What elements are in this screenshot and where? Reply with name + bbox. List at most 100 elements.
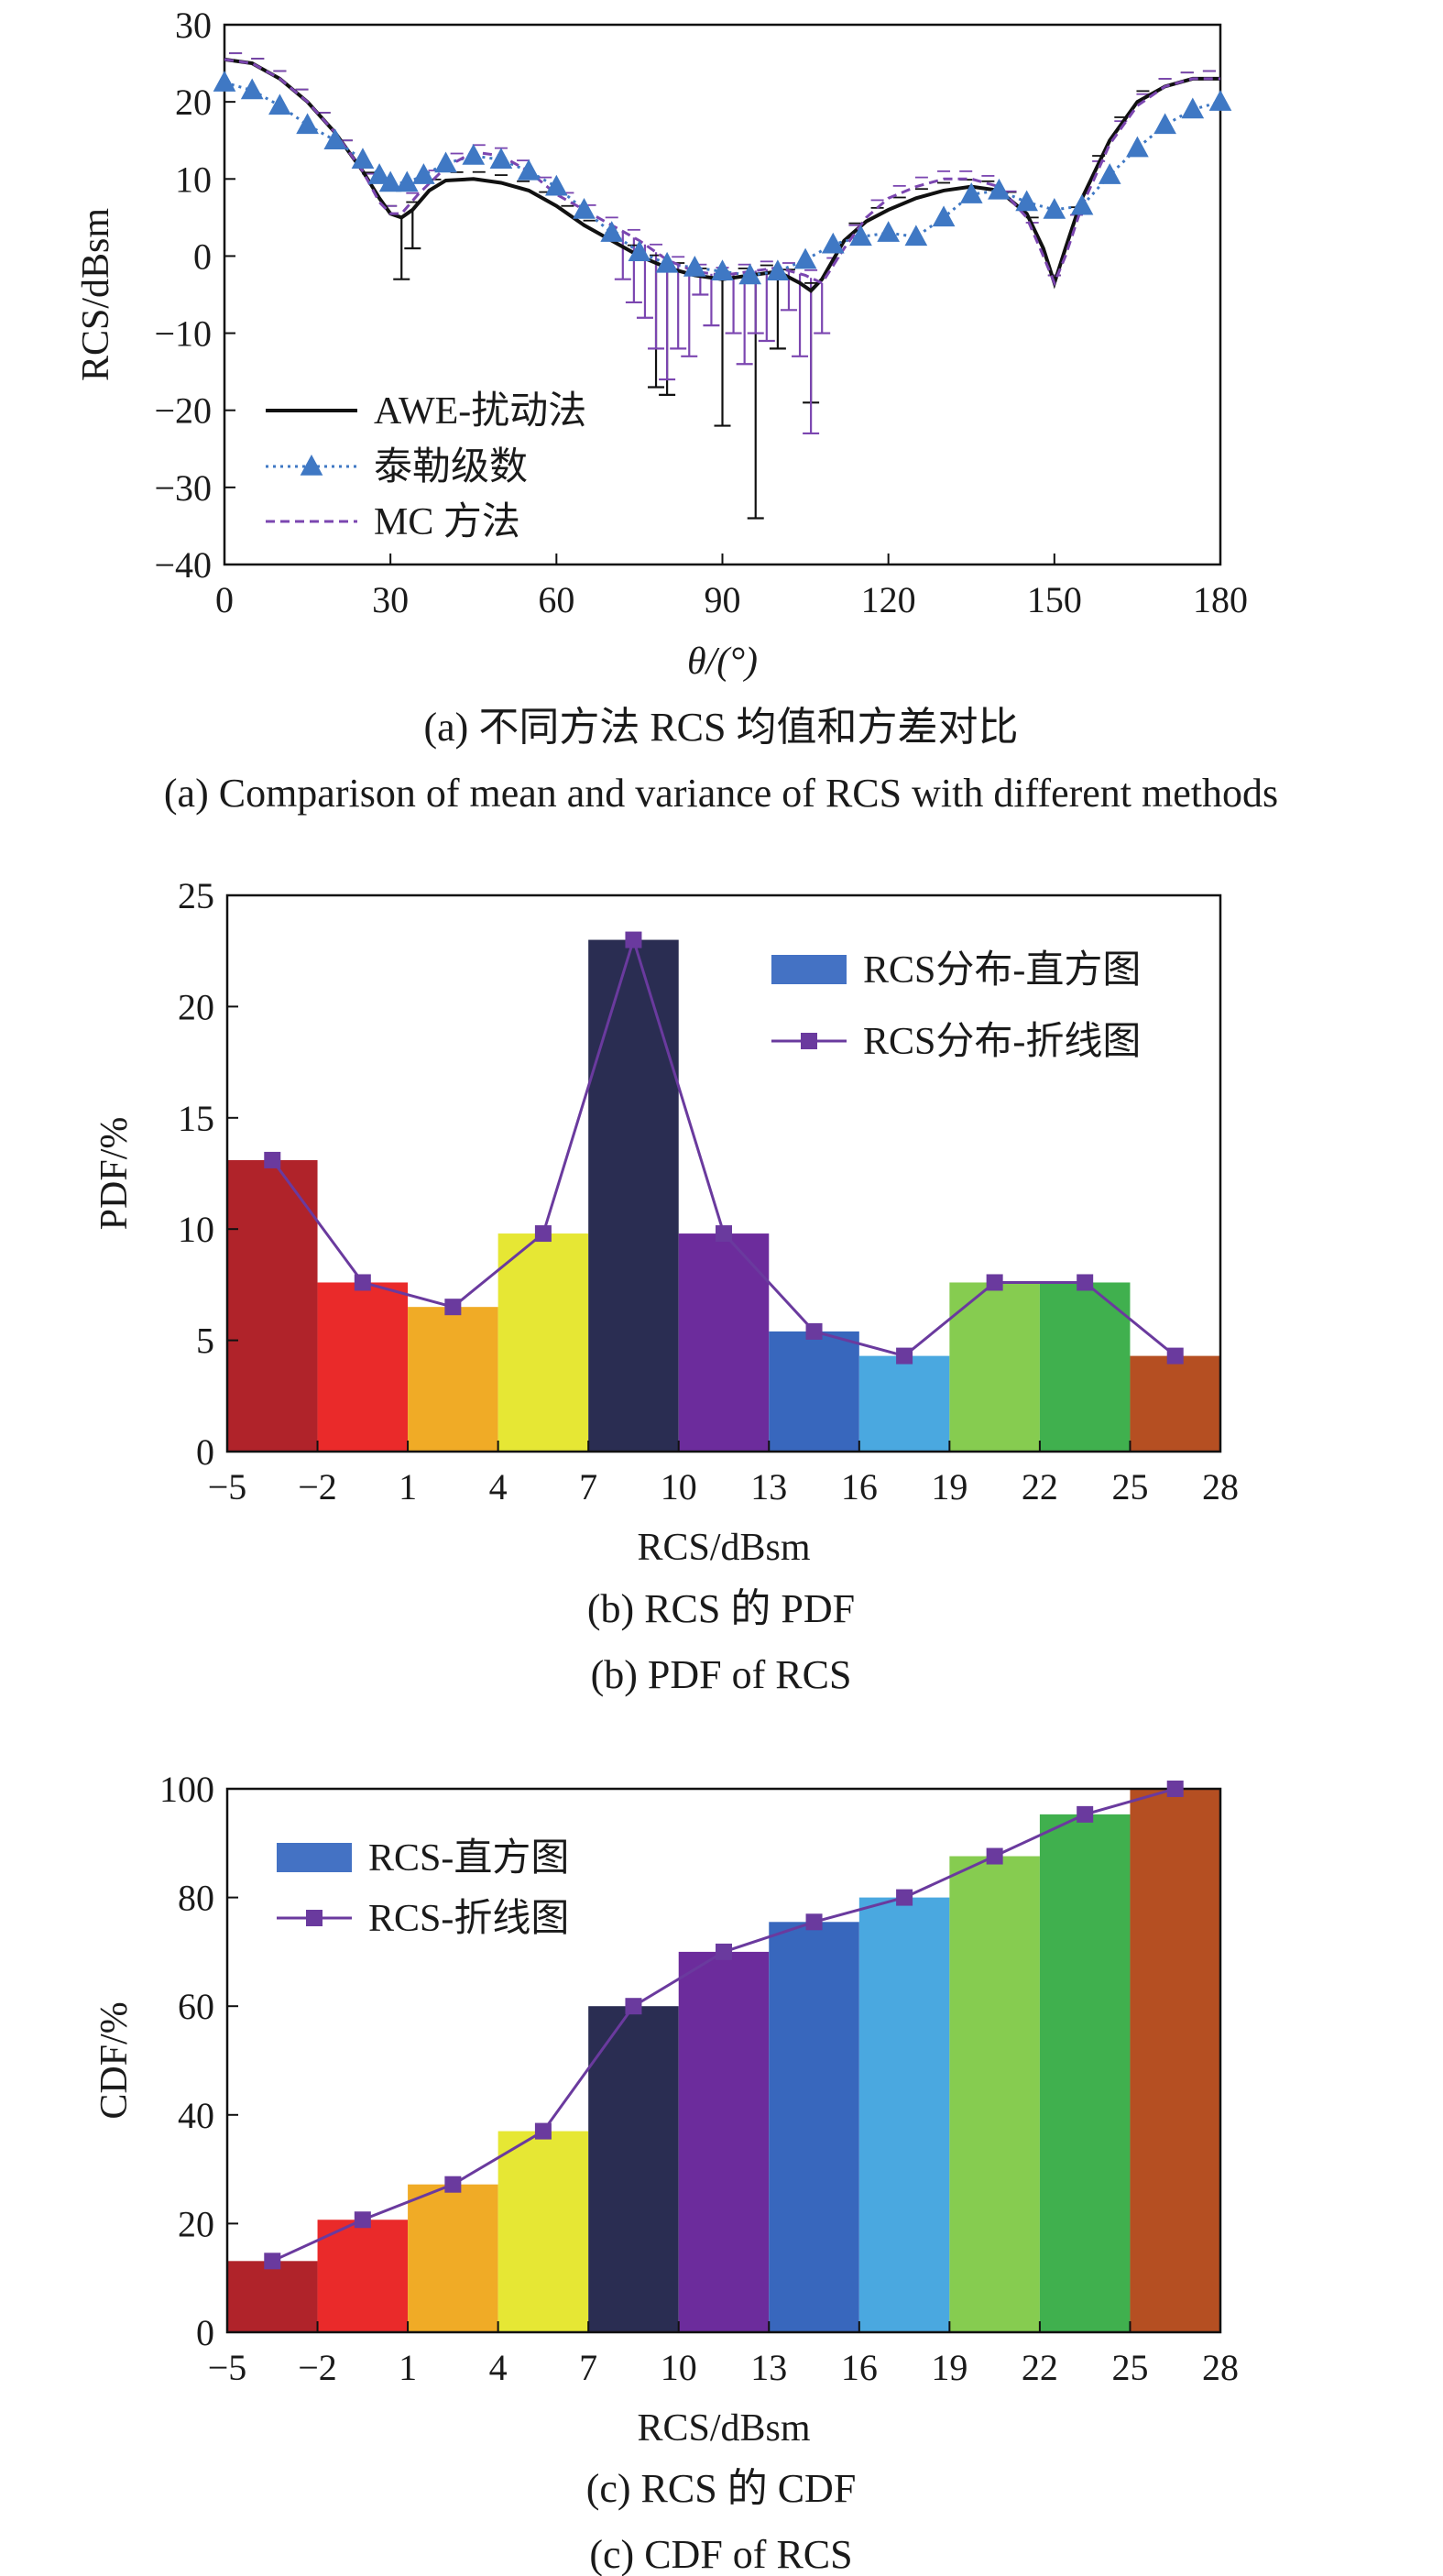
legend-label: 泰勒级数 — [374, 446, 528, 488]
taylor-marker — [904, 225, 928, 247]
line-point-marker — [625, 1998, 642, 2015]
histogram-bar — [949, 1856, 1040, 2332]
line-point-marker — [986, 1847, 1003, 1865]
legend-label-bar: RCS分布-直方图 — [863, 949, 1141, 992]
x-tick-label: 10 — [661, 1466, 697, 1507]
histogram-bar — [317, 1282, 409, 1452]
taylor-marker — [378, 170, 402, 192]
taylor-marker — [766, 259, 790, 281]
taylor-marker — [240, 78, 264, 100]
y-tick-label: 80 — [178, 1878, 214, 1919]
y-tick-label: 10 — [175, 159, 212, 200]
line-point-marker — [264, 1151, 281, 1168]
y-tick-label: 60 — [178, 1986, 214, 2027]
y-tick-label: −30 — [154, 467, 212, 509]
x-tick-label: −5 — [208, 1466, 247, 1507]
x-tick-label: 25 — [1111, 2347, 1148, 2388]
histogram-bar — [769, 1331, 859, 1452]
line-point-marker — [1166, 1781, 1184, 1797]
taylor-marker — [655, 251, 679, 273]
line-point-marker — [896, 1889, 913, 1906]
chart-c-rcs-cdf: −5 −2 1 4 7 10 13 16 19 22 25 28 100 80 60 40 20 0 RCS-直方图… — [93, 1769, 1239, 2576]
chart-b-rcs-pdf: −5 −2 1 4 7 10 13 16 19 22 25 28 25 20 15 10 5 0 RCS分布-直方图… — [93, 875, 1239, 1697]
histogram-bar — [497, 1233, 589, 1452]
x-tick-label: 10 — [661, 2347, 697, 2388]
legend-swatch-bar — [771, 955, 847, 984]
histogram-bar — [227, 1159, 318, 1452]
x-tick-label: 13 — [750, 1466, 787, 1507]
line-point-marker — [986, 1274, 1003, 1291]
legend-label: AWE-扰动法 — [374, 390, 586, 433]
histogram-bar — [769, 1922, 859, 2332]
x-tick-label: 28 — [1202, 1466, 1239, 1507]
x-tick-label: 19 — [931, 2347, 967, 2388]
taylor-marker — [462, 144, 486, 165]
legend-label-line: RCS分布-折线图 — [863, 1021, 1141, 1063]
line-point-marker — [444, 1299, 462, 1316]
y-tick-label: −40 — [154, 544, 212, 586]
taylor-marker — [821, 232, 845, 254]
line-point-marker — [716, 1225, 732, 1243]
x-tick-label: 0 — [215, 579, 234, 620]
line-point-marker — [716, 1943, 732, 1960]
x-tick-label: 1 — [399, 2347, 417, 2388]
y-tick-label: 25 — [178, 875, 214, 916]
taylor-marker — [1043, 197, 1066, 219]
x-tick-label: 22 — [1022, 1466, 1058, 1507]
caption-zh: (a) 不同方法 RCS 均值和方差对比 — [424, 705, 1019, 750]
chart-a-rcs-mean-variance: 0 30 60 90 120 150 180 30 20 10 0 −10 −20 −30 −40 AWE-扰… — [75, 5, 1278, 816]
histogram-bar — [227, 2261, 318, 2332]
histogram-bar — [588, 2006, 679, 2332]
y-tick-label: 0 — [196, 2312, 214, 2353]
x-tick-label: 16 — [841, 2347, 878, 2388]
y-axis-label: PDF/% — [93, 1117, 136, 1231]
x-tick-label: 22 — [1022, 2347, 1058, 2388]
x-tick-label: 13 — [750, 2347, 787, 2388]
line-point-marker — [534, 2122, 552, 2140]
taylor-marker — [1126, 136, 1149, 158]
line-point-marker — [264, 2253, 281, 2270]
histogram-bar — [408, 2184, 498, 2332]
taylor-marker — [600, 221, 624, 242]
taylor-marker — [296, 113, 319, 135]
line-point-marker — [1166, 1347, 1184, 1365]
taylor-marker — [489, 148, 513, 169]
histogram-bar — [949, 1282, 1040, 1452]
x-tick-label: 4 — [489, 2347, 508, 2388]
x-tick-label: 60 — [538, 579, 574, 620]
x-tick-label: 1 — [399, 1466, 417, 1507]
x-tick-label: 28 — [1202, 2347, 1239, 2388]
taylor-marker — [959, 182, 983, 203]
x-tick-label: −5 — [208, 2347, 247, 2388]
caption-en: (b) PDF of RCS — [591, 1652, 852, 1697]
histogram-bar — [588, 939, 679, 1452]
taylor-marker — [738, 263, 762, 285]
taylor-marker — [395, 170, 419, 192]
line-point-marker — [805, 1322, 823, 1340]
series-line-mc — [224, 58, 1220, 287]
line-point-marker — [1077, 1805, 1094, 1823]
taylor-marker — [711, 259, 734, 281]
x-tick-label: −2 — [298, 2347, 337, 2388]
line-point-marker — [534, 1225, 552, 1243]
y-tick-label: 15 — [178, 1098, 214, 1139]
y-axis-label: RCS/dBsm — [75, 208, 117, 381]
caption-zh: (b) RCS 的 PDF — [587, 1586, 855, 1631]
x-tick-label: 25 — [1111, 1466, 1148, 1507]
y-tick-label: 0 — [193, 236, 212, 277]
taylor-marker — [412, 163, 435, 184]
x-tick-label: 180 — [1193, 579, 1248, 620]
y-tick-label: 30 — [175, 5, 212, 46]
taylor-marker — [1015, 190, 1038, 212]
histogram-bar — [408, 1307, 498, 1452]
x-tick-label: 4 — [489, 1466, 508, 1507]
line-point-marker — [354, 2211, 371, 2229]
taylor-marker — [1181, 97, 1205, 119]
taylor-marker — [367, 163, 391, 184]
x-tick-label: 7 — [579, 2347, 597, 2388]
taylor-marker — [877, 221, 901, 242]
legend-marker-line — [801, 1033, 817, 1049]
taylor-marker — [434, 151, 457, 173]
y-tick-label: 0 — [196, 1431, 214, 1473]
